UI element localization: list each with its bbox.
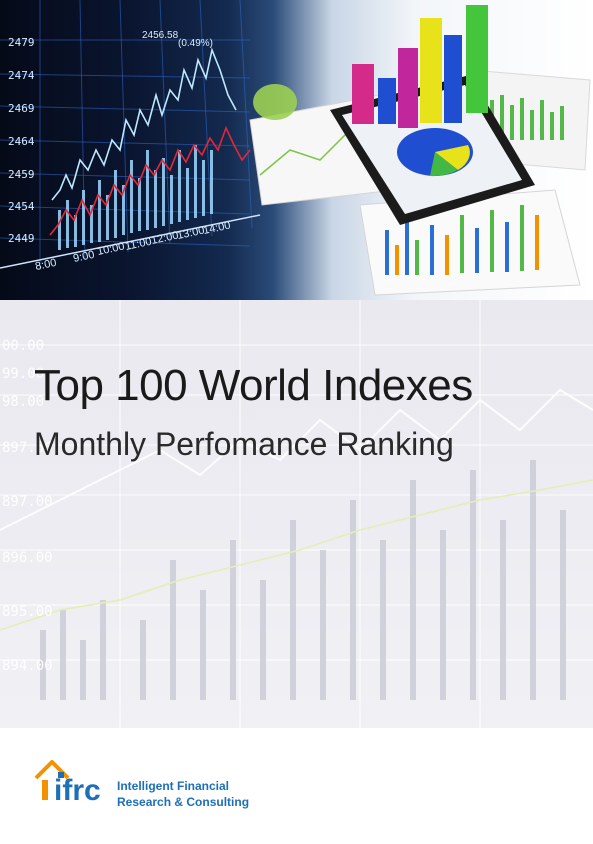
banner-y-tick: 2459 (8, 168, 35, 181)
price-line-red (49, 125, 251, 236)
background-volume-bars (40, 460, 566, 700)
banner-labels: 2479 2474 2469 2464 2459 2454 2449 8:00 … (8, 30, 232, 273)
bar-chart-3d (352, 5, 488, 128)
background-y-tick: 897.00 (2, 494, 53, 510)
cover-banner-image: 2479 2474 2469 2464 2459 2454 2449 8:00 … (0, 0, 593, 300)
banner-x-tick: 11:00 (124, 236, 153, 253)
banner-x-tick: 14:00 (202, 219, 231, 236)
paper-charts (249, 69, 591, 296)
banner-x-tick: 10:00 (96, 240, 125, 257)
banner-x-tick: 12:00 (150, 229, 179, 246)
background-y-tick: 896.00 (2, 550, 53, 566)
banner-y-tick: 2464 (8, 135, 35, 148)
cover-title: Top 100 World Indexes (34, 361, 473, 410)
ifrc-logo: ifrc (34, 760, 101, 806)
background-y-tick: 00.00 (2, 338, 44, 354)
background-chart-illustration: 00.00 99.00 98.00 897.50 897.00 896.00 8… (0, 300, 593, 728)
logo-tagline-line1: Intelligent Financial (117, 779, 230, 793)
background-y-tick: 98.00 (2, 394, 44, 410)
cover-background-chart: 00.00 99.00 98.00 897.50 897.00 896.00 8… (0, 300, 593, 728)
banner-y-tick: 2454 (8, 200, 35, 213)
logo-wordmark: ifrc (54, 774, 101, 806)
background-y-ticks: 00.00 99.00 98.00 897.50 897.00 896.00 8… (2, 338, 53, 674)
banner-x-tick: 9:00 (72, 249, 95, 265)
price-line-blue (51, 47, 237, 201)
cover-footer (0, 728, 593, 844)
background-y-tick: 897.50 (2, 440, 53, 456)
banner-x-tick: 8:00 (34, 257, 57, 273)
background-y-tick: 894.00 (2, 658, 53, 674)
banner-y-tick: 2479 (8, 36, 35, 49)
logo-tagline-line2: Research & Consulting (117, 795, 250, 809)
banner-y-tick: 2449 (8, 232, 35, 245)
banner-y-tick: 2474 (8, 69, 35, 82)
banner-quote: 2456.58 (142, 30, 179, 41)
cover-subtitle: Monthly Perfomance Ranking (34, 426, 454, 462)
banner-x-tick: 13:00 (176, 224, 205, 241)
volume-bars (58, 145, 213, 250)
background-y-tick: 99.00 (2, 366, 44, 382)
banner-y-tick: 2469 (8, 102, 35, 115)
banner-change: (0.49%) (178, 38, 213, 49)
background-y-tick: 895.00 (2, 604, 53, 620)
banner-illustration: 2479 2474 2469 2464 2459 2454 2449 8:00 … (0, 0, 591, 296)
